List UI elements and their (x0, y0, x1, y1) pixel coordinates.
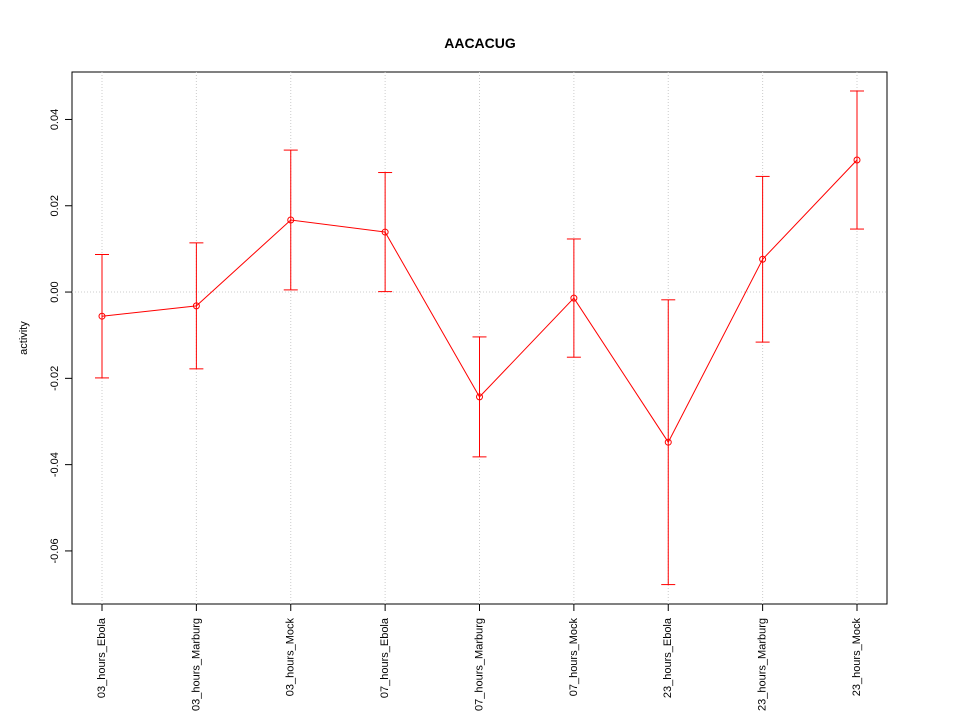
error-bar (566, 238, 581, 358)
x-tick-label: 03_hours_Mock (285, 618, 297, 697)
error-bar (472, 336, 487, 458)
point (570, 294, 578, 302)
point (476, 393, 483, 401)
y-tick-label: 0.00 (49, 281, 61, 302)
point (381, 228, 389, 236)
y-tick-label: -0.04 (49, 452, 61, 477)
x-tick-label: 23_hours_Marburg (757, 618, 769, 711)
point (98, 312, 106, 320)
x-tick-label: 07_hours_Marburg (473, 618, 485, 711)
x-tick-label: 03_hours_Marburg (190, 618, 202, 711)
point (287, 216, 295, 224)
y-tick-label: 0.04 (49, 109, 61, 130)
error-bar (189, 242, 204, 370)
y-tick-label: -0.02 (49, 366, 61, 391)
chart-title: AACACUG (444, 35, 516, 51)
error-bar (661, 299, 676, 586)
x-tick-label: 23_hours_Ebola (662, 617, 674, 698)
error-bar (95, 254, 109, 379)
error-bar (283, 149, 298, 291)
y-axis-label: activity (18, 321, 30, 355)
point (192, 302, 200, 310)
y-tick-label: -0.06 (49, 538, 61, 563)
error-bar (755, 175, 770, 343)
x-tick-label: 07_hours_Ebola (379, 617, 391, 698)
error-bar (850, 90, 864, 230)
x-tick-label: 03_hours_Ebola (96, 617, 108, 698)
error-bar (378, 172, 393, 293)
point (664, 438, 672, 446)
x-tick-label: 23_hours_Mock (851, 618, 863, 697)
x-tick-label: 07_hours_Mock (568, 618, 580, 697)
y-tick-label: 0.02 (49, 195, 61, 216)
point (853, 156, 861, 164)
point (759, 255, 767, 263)
